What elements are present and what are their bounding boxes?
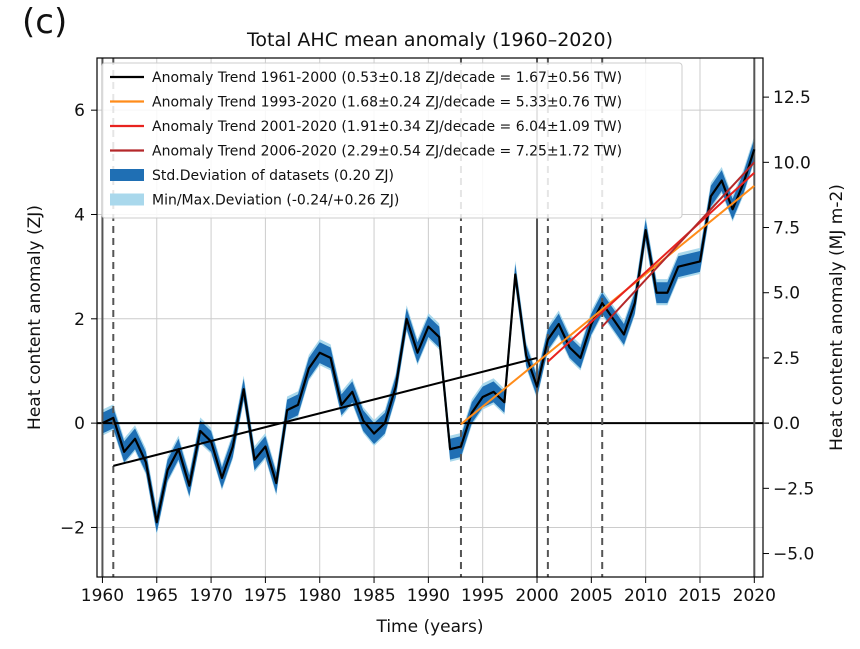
y-right-tick-label: 5.0 <box>773 284 800 304</box>
trend-line-4 <box>601 161 756 328</box>
legend-patch-swatch <box>110 169 144 181</box>
y-right-tick-label: 12.5 <box>773 88 811 108</box>
x-tick-label: 1965 <box>135 586 178 606</box>
legend-entry-label: Anomaly Trend 2006-2020 (2.29±0.54 ZJ/de… <box>152 144 622 160</box>
y-axis-right-label: Heat content anomaly (MJ m-2) <box>827 184 847 451</box>
y-tick-label: 0 <box>74 414 85 434</box>
trend-line-2 <box>460 185 755 425</box>
legend-entry-label: Anomaly Trend 2001-2020 (1.91±0.34 ZJ/de… <box>152 119 622 135</box>
y-right-tick-label: 10.0 <box>773 153 811 173</box>
y-tick-label: 4 <box>74 205 85 225</box>
y-axis-label: Heat content anomaly (ZJ) <box>25 205 45 430</box>
y-right-tick-label: 2.5 <box>773 349 800 369</box>
trend-line-1 <box>113 356 538 467</box>
x-tick-label: 1960 <box>81 586 124 606</box>
x-tick-label: 1970 <box>189 586 232 606</box>
y-right-tick-label: −2.5 <box>773 479 814 499</box>
legend-entry-label: Anomaly Trend 1993-2020 (1.68±0.24 ZJ/de… <box>152 95 622 111</box>
chart-title: Total AHC mean anomaly (1960–2020) <box>246 29 613 51</box>
plot-frame <box>96 57 764 578</box>
x-tick-label: 2015 <box>678 586 721 606</box>
x-tick-label: 1975 <box>244 586 287 606</box>
x-tick-label: 2010 <box>624 586 667 606</box>
x-tick-label: 1990 <box>407 586 450 606</box>
legend-entry-label: Std.Deviation of datasets (0.20 ZJ) <box>152 168 394 184</box>
y-right-tick-label: −5.0 <box>773 545 814 565</box>
x-tick-label: 2000 <box>515 586 558 606</box>
legend: Anomaly Trend 1961-2000 (0.53±0.18 ZJ/de… <box>101 62 683 219</box>
x-tick-label: 2005 <box>570 586 613 606</box>
x-tick-label: 1980 <box>298 586 341 606</box>
y-right-tick-label: 7.5 <box>773 219 800 239</box>
y-tick-label: 6 <box>74 101 85 121</box>
std-deviation-band <box>102 138 755 533</box>
panel-label: (c) <box>22 2 68 42</box>
x-axis-label: Time (years) <box>375 617 483 637</box>
legend-entry-label: Min/Max.Deviation (-0.24/+0.26 ZJ) <box>152 193 399 209</box>
trend-line-3 <box>547 172 755 363</box>
y-tick-label: −2 <box>60 518 85 538</box>
legend-patch-swatch <box>110 193 144 206</box>
x-tick-label: 2020 <box>733 586 776 606</box>
x-tick-label: 1995 <box>461 586 504 606</box>
y-right-tick-label: 0.0 <box>773 414 800 434</box>
legend-box <box>101 62 683 219</box>
y-tick-label: 2 <box>74 310 85 330</box>
x-tick-label: 1985 <box>352 586 395 606</box>
legend-entry-label: Anomaly Trend 1961-2000 (0.53±0.18 ZJ/de… <box>152 70 622 86</box>
